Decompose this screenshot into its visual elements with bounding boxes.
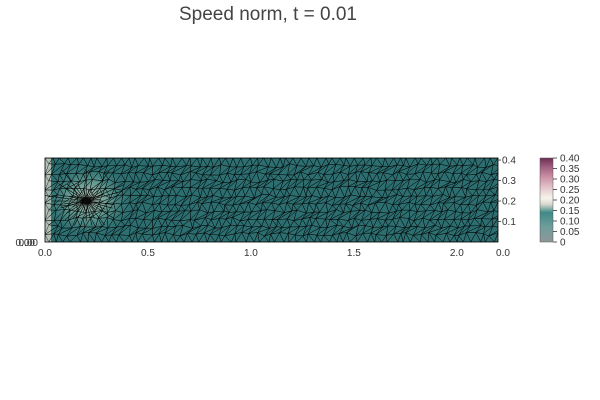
y-axis-left-overlap-label: 0.00 [19,238,39,249]
triangular-mesh [45,158,498,242]
obstacle-fan-lines [45,169,125,226]
chart-title: Speed norm, t = 0.01 [179,4,357,25]
colorbar: 00.050.100.150.200.250.300.350.40 [539,154,580,249]
obstacle-cylinder [82,197,90,205]
x-axis-ticks: 0.0 0.5 1.0 1.5 2.0 0.0 [38,248,510,259]
y-tick-label-2: 0.3 [502,176,516,187]
plot-area: 0.0 0.5 1.0 1.5 2.0 0.0 0.1 0.2 0.3 0.4 0.00 0.0… [16,156,517,259]
colorbar-tick-label-8: 0.40 [560,154,580,165]
y-axis-ticks: 0.1 0.2 0.3 0.4 [498,156,516,228]
colorbar-tick-label-0: 0 [560,238,566,249]
colorbar-tick-label-4: 0.20 [560,196,580,207]
colorbar-tick-label-5: 0.25 [560,185,580,196]
y-tick-label-0: 0.1 [502,217,516,228]
colorbar-tick-label-7: 0.35 [560,164,580,175]
x-tick-label-2: 1.0 [244,248,258,259]
colorbar-tick-label-3: 0.15 [560,206,580,217]
colorbar-ticks: 00.050.100.150.200.250.300.350.40 [553,154,580,249]
colorbar-gradient [539,157,554,243]
colorbar-tick-label-2: 0.10 [560,217,580,228]
x-tick-label-4: 2.0 [450,248,464,259]
x-tick-label-1: 0.5 [141,248,155,259]
x-tick-label-3: 1.5 [347,248,361,259]
obstacle-refinement-lines [45,169,125,226]
x-tick-label-right: 0.0 [496,248,510,259]
colorbar-tick-label-6: 0.30 [560,175,580,186]
domain-border [44,157,499,243]
y-tick-label-1: 0.2 [502,197,516,208]
x-tick-label-0: 0.0 [38,248,52,259]
y-axis-left-overlap-label-2: 0.00 [16,238,36,249]
colorbar-tick-label-1: 0.05 [560,227,580,238]
y-tick-label-3: 0.4 [502,156,516,167]
mesh-triangles [45,158,498,242]
